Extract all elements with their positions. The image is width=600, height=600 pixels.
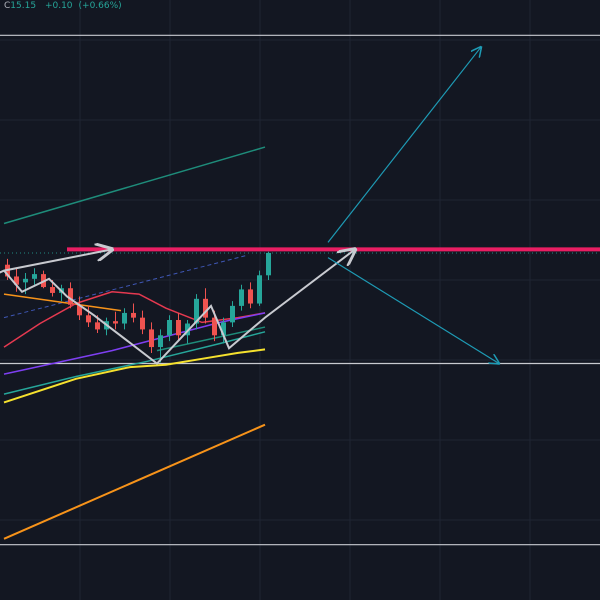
candle-body bbox=[14, 276, 19, 285]
change-pct: (+0.66%) bbox=[78, 1, 122, 11]
candle-body bbox=[194, 298, 199, 324]
candle-body bbox=[167, 320, 172, 336]
candle-body bbox=[212, 317, 217, 336]
trend-line-0 bbox=[3, 146, 266, 225]
candle-body bbox=[230, 305, 235, 323]
candle-body bbox=[158, 335, 163, 348]
candle-body bbox=[50, 287, 55, 293]
projection-up-arrow bbox=[327, 47, 481, 243]
candle-body bbox=[239, 289, 244, 306]
candle-body bbox=[122, 312, 127, 324]
candle-body bbox=[176, 320, 181, 336]
candle-body bbox=[248, 289, 253, 304]
ma-orange-line bbox=[3, 423, 266, 540]
ma-teal-line bbox=[3, 331, 266, 395]
change-value: +0.10 bbox=[44, 1, 73, 11]
candle-body bbox=[185, 323, 190, 336]
candle-body bbox=[149, 329, 154, 348]
candle-body bbox=[86, 315, 91, 323]
candle-body bbox=[131, 312, 136, 318]
ma-red-line bbox=[3, 291, 266, 348]
close-label: C bbox=[4, 1, 11, 11]
candle-body bbox=[23, 278, 28, 283]
close-value: 15.15 bbox=[10, 1, 37, 11]
zigzag-path bbox=[3, 249, 355, 365]
candle-body bbox=[113, 321, 118, 324]
dashed-trend-line bbox=[3, 254, 248, 319]
candle-body bbox=[203, 298, 208, 318]
candle-body bbox=[32, 274, 37, 279]
ma-yellow-line bbox=[3, 348, 266, 404]
candle-body bbox=[68, 288, 73, 305]
candle-body bbox=[77, 304, 82, 316]
projection-down-arrow bbox=[327, 257, 499, 364]
trend-line-2 bbox=[3, 293, 122, 312]
candle-body bbox=[140, 317, 145, 330]
trend-line-1 bbox=[156, 326, 266, 352]
candle-body bbox=[257, 275, 262, 304]
candle-body bbox=[221, 322, 226, 336]
candle-body bbox=[95, 322, 100, 330]
ma-purple-line bbox=[3, 312, 266, 375]
ohlc-legend: C15.15 +0.10 (+0.66%) bbox=[4, 1, 128, 11]
candle-body bbox=[266, 252, 271, 276]
